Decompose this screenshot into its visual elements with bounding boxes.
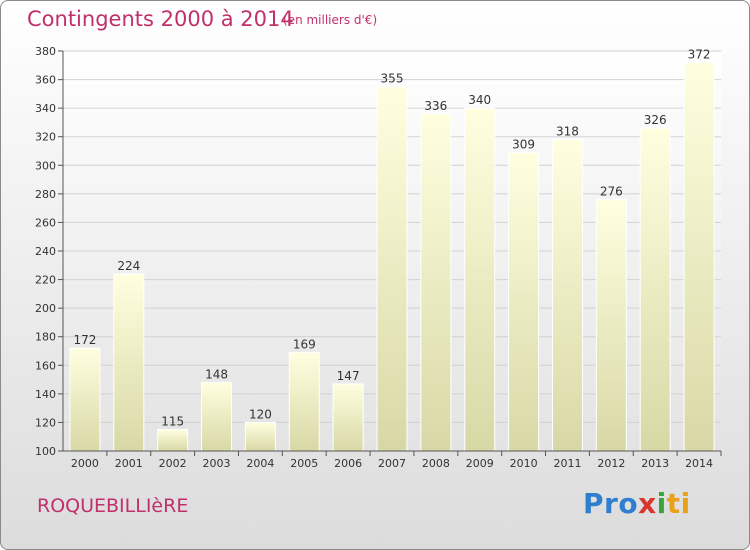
logo-part: i xyxy=(656,487,667,520)
logo-part: Pro xyxy=(583,487,639,520)
data-label: 147 xyxy=(337,369,360,383)
y-tick-label: 160 xyxy=(35,359,56,372)
y-tick-label: 220 xyxy=(35,274,56,287)
y-tick-label: 280 xyxy=(35,188,56,201)
bar-2004 xyxy=(244,421,276,452)
data-label: 115 xyxy=(161,415,184,429)
proxiti-logo: Proxiti xyxy=(583,487,691,520)
data-label: 224 xyxy=(117,259,140,273)
data-label: 318 xyxy=(556,125,579,139)
logo-part: x xyxy=(638,487,657,520)
x-tick-label: 2014 xyxy=(685,457,713,470)
chart-unit: (en milliers d'€) xyxy=(283,13,378,27)
bar-2006 xyxy=(332,383,364,452)
x-tick-label: 2002 xyxy=(159,457,187,470)
data-label: 372 xyxy=(688,47,711,61)
data-label: 276 xyxy=(600,185,623,199)
bar-2008 xyxy=(420,113,452,452)
axes: 100 120 140 160 180 200 220 240 260 280 300 320 340 3… xyxy=(35,45,722,470)
x-tick-label: 2013 xyxy=(641,457,669,470)
data-label: 148 xyxy=(205,367,228,381)
x-tick-label: 2003 xyxy=(203,457,231,470)
x-tick-label: 2011 xyxy=(553,457,581,470)
y-tick-label: 340 xyxy=(35,102,56,115)
x-tick-label: 2012 xyxy=(597,457,625,470)
y-tick-label: 120 xyxy=(35,416,56,429)
y-tick-label: 240 xyxy=(35,245,56,258)
bar-2014 xyxy=(683,61,715,452)
y-tick-label: 100 xyxy=(35,445,56,458)
x-tick-label: 2005 xyxy=(290,457,318,470)
y-tick-label: 200 xyxy=(35,302,56,315)
y-tick-label: 140 xyxy=(35,388,56,401)
bar-2005 xyxy=(288,351,320,452)
x-tick-label: 2010 xyxy=(510,457,538,470)
bar-2007 xyxy=(376,86,408,452)
commune-name: ROQUEBILLIèRE xyxy=(37,495,189,517)
data-label: 336 xyxy=(424,99,447,113)
bar-2012 xyxy=(595,199,627,452)
chart-title: Contingents 2000 à 2014 xyxy=(27,7,294,31)
y-tick-label: 180 xyxy=(35,331,56,344)
x-tick-label: 2006 xyxy=(334,457,362,470)
x-tick-label: 2009 xyxy=(466,457,494,470)
data-label: 326 xyxy=(644,113,667,127)
x-tick-label: 2004 xyxy=(246,457,274,470)
y-tick-label: 380 xyxy=(35,45,56,58)
bar-2013 xyxy=(639,127,671,452)
data-label: 355 xyxy=(381,72,404,86)
bar-2011 xyxy=(551,139,583,452)
bar-2002 xyxy=(157,429,189,452)
bar-2001 xyxy=(113,273,145,452)
bar-2010 xyxy=(508,151,540,452)
data-label: 120 xyxy=(249,407,272,421)
x-tick-label: 2001 xyxy=(115,457,143,470)
logo-part: ti xyxy=(666,487,691,520)
y-tick-label: 300 xyxy=(35,159,56,172)
bar-2003 xyxy=(201,381,233,452)
data-label: 340 xyxy=(468,93,491,107)
bars: 172 224 115 148 120 169 147 355 336 340 309 318 276 3… xyxy=(69,47,715,452)
x-tick-label: 2007 xyxy=(378,457,406,470)
data-label: 309 xyxy=(512,137,535,151)
bar-2009 xyxy=(464,107,496,452)
y-tick-label: 360 xyxy=(35,74,56,87)
x-tick-label: 2008 xyxy=(422,457,450,470)
data-label: 169 xyxy=(293,337,316,351)
y-tick-label: 260 xyxy=(35,216,56,229)
x-tick-label: 2000 xyxy=(71,457,99,470)
y-tick-label: 320 xyxy=(35,131,56,144)
bar-2000 xyxy=(69,347,101,452)
data-label: 172 xyxy=(73,333,96,347)
